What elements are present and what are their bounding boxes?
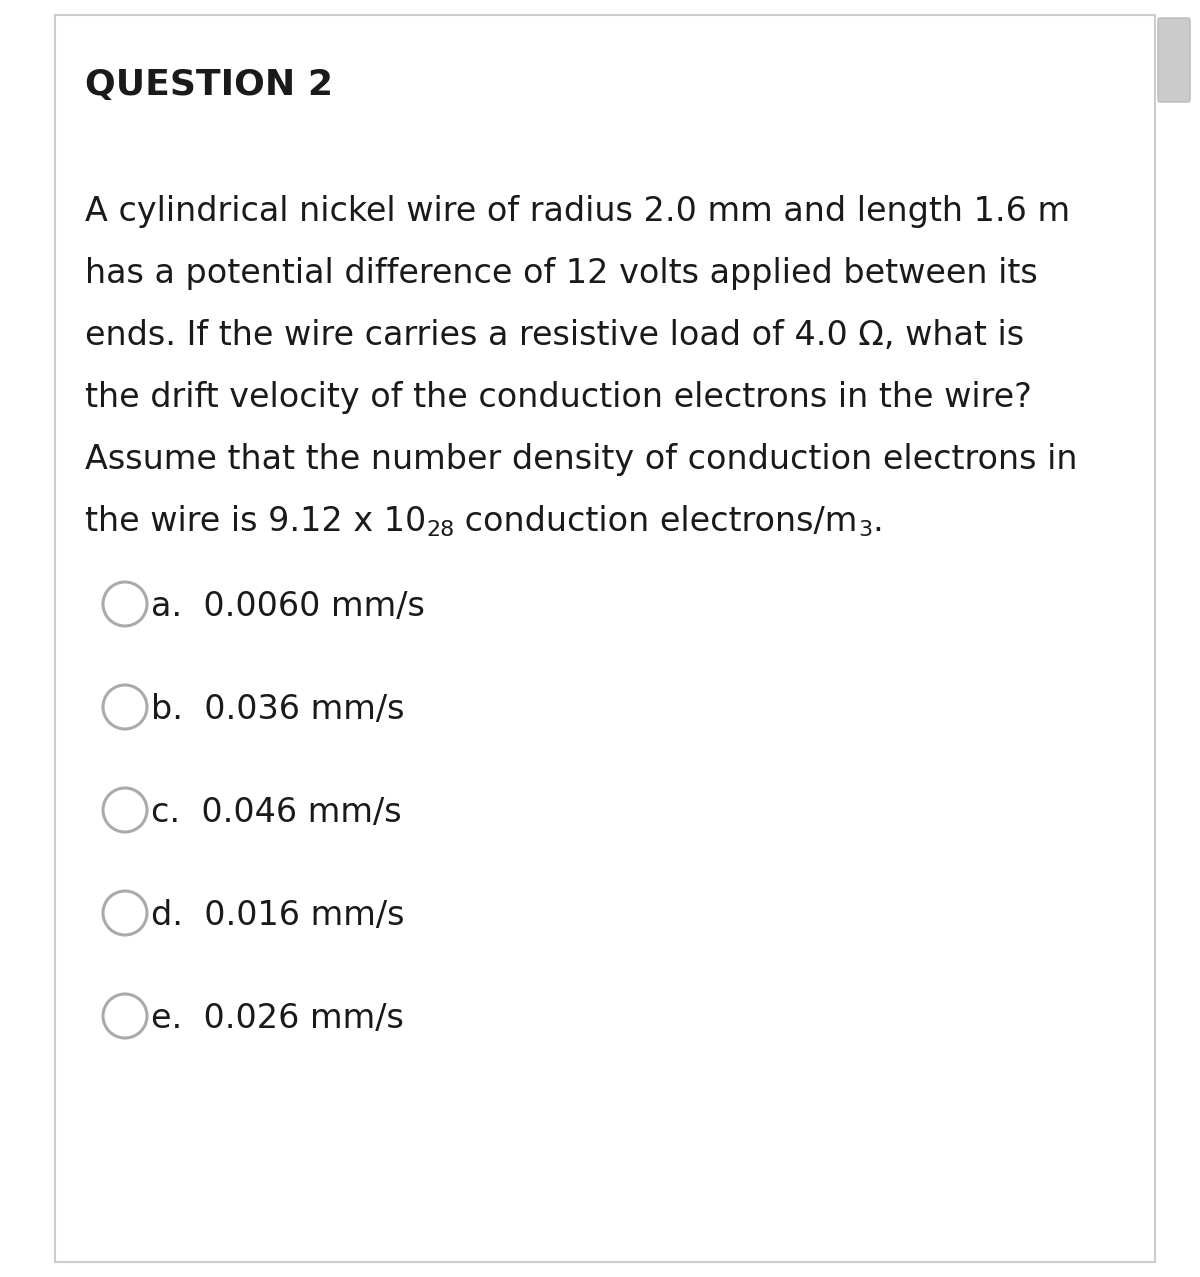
Text: QUESTION 2: QUESTION 2 [85,68,334,102]
Text: .: . [872,504,883,538]
Text: ends. If the wire carries a resistive load of 4.0 Ω, what is: ends. If the wire carries a resistive lo… [85,319,1024,352]
Text: d.  0.016 mm/s: d. 0.016 mm/s [151,899,404,932]
Text: 3: 3 [858,520,872,540]
Text: 28: 28 [426,520,455,540]
Text: the wire is 9.12 x 10: the wire is 9.12 x 10 [85,504,426,538]
Text: b.  0.036 mm/s: b. 0.036 mm/s [151,693,404,727]
Text: A cylindrical nickel wire of radius 2.0 mm and length 1.6 m: A cylindrical nickel wire of radius 2.0 … [85,195,1070,229]
Text: has a potential difference of 12 volts applied between its: has a potential difference of 12 volts a… [85,257,1038,290]
Text: e.  0.026 mm/s: e. 0.026 mm/s [151,1002,404,1034]
Text: conduction electrons/m: conduction electrons/m [455,504,858,538]
FancyBboxPatch shape [1158,18,1190,102]
Text: Assume that the number density of conduction electrons in: Assume that the number density of conduc… [85,443,1078,476]
Text: c.  0.046 mm/s: c. 0.046 mm/s [151,796,402,829]
Text: a.  0.0060 mm/s: a. 0.0060 mm/s [151,590,425,623]
Text: the drift velocity of the conduction electrons in the wire?: the drift velocity of the conduction ele… [85,381,1032,414]
